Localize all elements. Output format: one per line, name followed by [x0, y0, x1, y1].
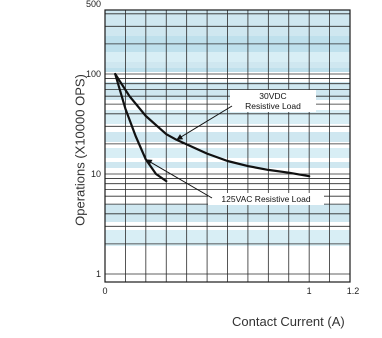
x-tick-label: 1.2 — [347, 286, 360, 296]
x-tick-label: 1 — [307, 286, 312, 296]
annotation-arrow — [145, 158, 213, 199]
annotation-label: 30VDC — [259, 91, 286, 101]
plot-frame — [104, 9, 351, 283]
y-tick-label: 10 — [91, 169, 101, 179]
chart-series — [114, 72, 311, 183]
y-tick-label: 100 — [86, 69, 101, 79]
series-line-1 — [114, 72, 168, 183]
annotation-label: Resistive Load — [245, 101, 301, 111]
x-tick-label: 0 — [102, 286, 107, 296]
y-tick-label: 1 — [96, 269, 101, 279]
annotation-arrow — [176, 105, 233, 141]
annotation-box — [230, 90, 316, 112]
x-axis-label: Contact Current (A) — [232, 314, 345, 329]
annotation-box — [208, 193, 324, 205]
y-tick-label: 500 — [86, 0, 101, 9]
annotation-arrowhead — [176, 134, 184, 140]
chart-grid — [104, 9, 351, 283]
y-axis-label: Operations (X10000 OPS) — [72, 74, 88, 226]
series-line-0 — [114, 72, 311, 178]
annotation-arrowhead — [145, 159, 153, 166]
annotation-label: 125VAC Resistive Load — [221, 194, 310, 204]
